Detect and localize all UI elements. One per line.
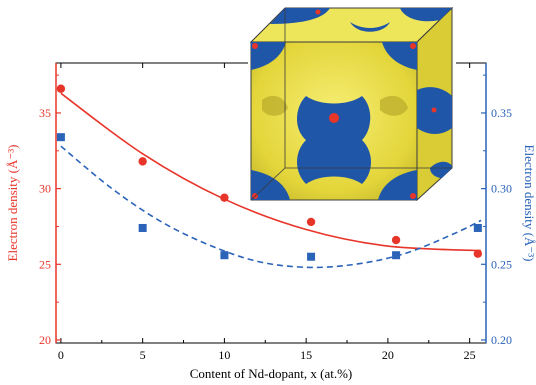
data-point-circle [306,217,316,227]
x-tick-label: 20 [382,348,394,362]
y-right-tick-label: 0.35 [491,106,512,120]
isosurface-inset [248,6,456,206]
y-left-tick-label: 25 [39,257,51,271]
data-point-square [220,251,229,260]
x-tick-label: 15 [300,348,312,362]
data-point-square [392,251,401,260]
inset-top-section-right [400,8,452,22]
data-point-square [473,223,482,232]
inset-side-section-lower [430,161,452,178]
data-point-circle [220,193,229,202]
data-point-circle [391,235,401,245]
y-left-tick-label: 20 [39,333,51,347]
y-left-tick-label: 35 [39,106,51,120]
y-right-tick-label: 0.20 [491,333,512,347]
x-tick-label: 10 [218,348,230,362]
fit-curve-blue [60,145,482,269]
inset-atom-side [431,107,437,113]
inset-atom-bottom-right [410,193,416,199]
data-point-circle [138,157,147,166]
inset-tunnel-left [262,95,288,116]
fit-curve-red [60,92,482,252]
inset-atom-back-top [315,9,321,15]
data-point-square [56,133,65,142]
data-point-circle [56,84,66,93]
y-left-axis-title: Electron density (Å⁻³) [5,145,20,262]
x-tick-label: 5 [140,348,146,362]
y-left-tick-label: 30 [39,182,51,196]
x-axis-title: Content of Nd-dopant, x (at.%) [190,366,352,381]
inset-corner-top-right [382,42,417,70]
inset-cube-back-edges [250,8,452,201]
data-point-square [138,223,147,232]
inset-atom-center [329,113,339,123]
inset-tunnel-right [380,95,408,116]
inset-top-section-mid [350,22,390,32]
x-tick-label: 0 [58,348,64,362]
axis-ticks: 0 5 10 15 20 25 20 25 30 35 0.20 0.25 0.30 0.35 [39,63,512,362]
x-tick-label: 25 [464,348,476,362]
data-point-square [307,252,316,261]
data-point-circle [473,249,483,258]
inset-corner-top-left [251,42,286,70]
fit-curves [60,92,482,269]
y-right-axis-title: Electron density (Å⁻³) [522,145,536,262]
inset-atom-top-right [410,43,416,49]
y-right-tick-label: 0.25 [491,257,512,271]
inset-corner-bottom-right [378,170,417,200]
inset-corner-bottom-left [251,170,290,200]
y-right-tick-label: 0.30 [491,182,512,196]
inset-front-cross-section [297,96,371,184]
data-points [56,84,483,261]
inset-atom-top-left [252,43,258,49]
